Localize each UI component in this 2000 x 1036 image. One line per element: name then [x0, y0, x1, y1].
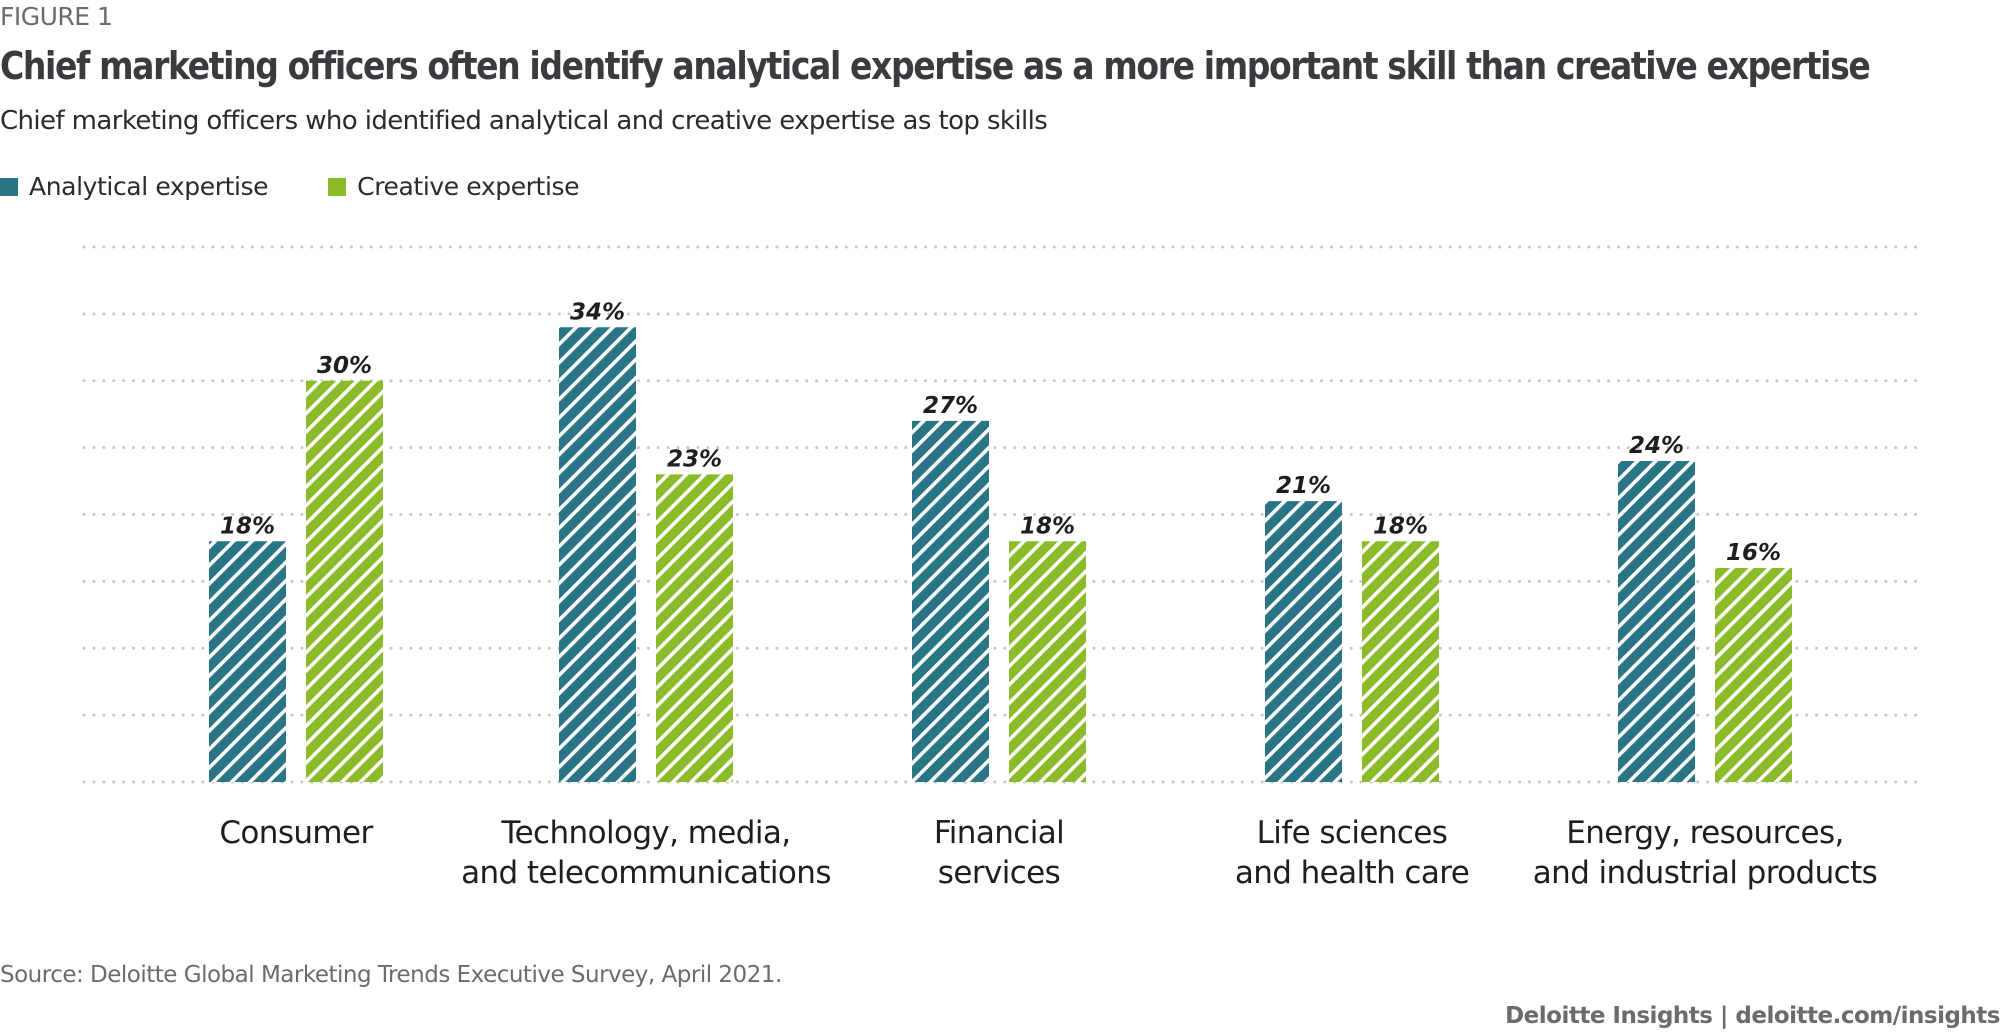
bar-analytical	[1265, 501, 1342, 782]
bar-value-label-creative: 18%	[1373, 513, 1428, 539]
bar-value-label-analytical: 24%	[1629, 433, 1684, 459]
bar-analytical	[559, 327, 636, 782]
bar-value-label-creative: 30%	[317, 353, 372, 379]
bar-value-label-analytical: 18%	[220, 513, 275, 539]
gridlines	[82, 245, 1922, 784]
bar-analytical	[209, 541, 286, 782]
bar-value-labels: 18% 30% 34% 23% 27% 18% 21% 18% 24% 16%	[220, 299, 1781, 566]
category-label: Energy, resources, and industrial product…	[1533, 815, 1877, 891]
bar-creative	[1009, 541, 1086, 782]
bar-value-label-analytical: 34%	[570, 299, 625, 325]
category-label: Financial services	[934, 815, 1064, 891]
bar-value-label-creative: 18%	[1020, 513, 1075, 539]
legend-swatch-analytical	[0, 177, 18, 196]
bar-value-label-creative: 16%	[1726, 540, 1781, 566]
legend-item-analytical: Analytical expertise	[0, 172, 269, 201]
bar-analytical	[1618, 461, 1695, 782]
chart-subtitle: Chief marketing officers who identified …	[0, 106, 1048, 136]
category-label: Technology, media, and telecommunications	[461, 815, 831, 891]
credit-line: Deloitte Insights | deloitte.com/insight…	[1505, 1003, 2000, 1029]
legend: Analytical expertise Creative expertise	[0, 172, 639, 201]
category-label: Consumer	[219, 815, 373, 851]
chart-title: Chief marketing officers often identify …	[0, 44, 1871, 88]
bar-creative	[306, 380, 383, 782]
bar-creative	[1715, 568, 1792, 782]
legend-item-creative: Creative expertise	[328, 172, 580, 201]
bars	[209, 327, 1792, 782]
bar-value-label-creative: 23%	[667, 446, 722, 472]
category-label: Life sciences and health care	[1235, 815, 1469, 891]
legend-label-creative: Creative expertise	[357, 172, 580, 201]
category-labels: Consumer Technology, media, and telecommun…	[219, 815, 1877, 891]
bar-analytical	[912, 420, 989, 782]
bar-value-label-analytical: 21%	[1276, 473, 1331, 499]
bar-creative	[1362, 541, 1439, 782]
legend-label-analytical: Analytical expertise	[29, 172, 269, 201]
bar-value-label-analytical: 27%	[923, 393, 978, 419]
bar-creative	[656, 474, 733, 782]
figure-label: FIGURE 1	[0, 2, 113, 31]
source-note: Source: Deloitte Global Marketing Trends…	[0, 962, 782, 988]
legend-swatch-creative	[328, 177, 347, 196]
